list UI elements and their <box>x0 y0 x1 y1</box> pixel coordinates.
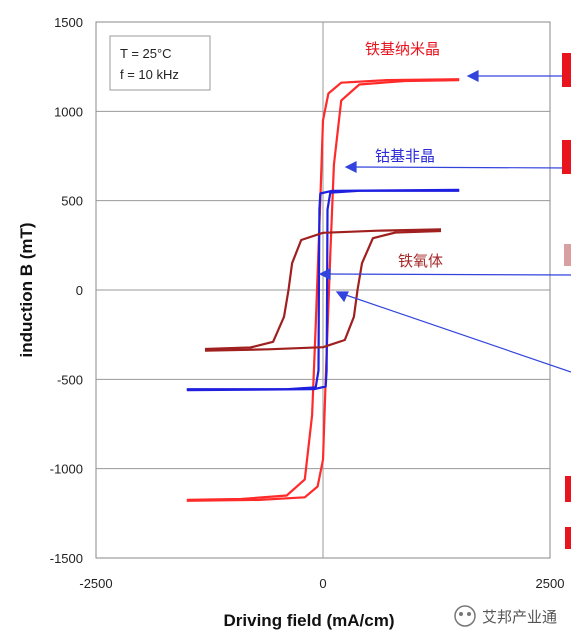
x-tick-labels: -2500 0 2500 <box>79 576 564 591</box>
y-tick-label: 1500 <box>54 15 83 30</box>
series-2-upper-branch <box>204 228 442 351</box>
arrow-line <box>351 166 571 169</box>
y-axis-title: induction B (mT) <box>17 222 36 357</box>
series-1-lower-branch <box>186 189 460 392</box>
arrow-line <box>342 293 571 373</box>
arrow-head <box>318 268 331 280</box>
series-group <box>186 78 460 502</box>
temperature-label: T = 25°C <box>120 46 172 61</box>
grid <box>96 22 550 558</box>
pointer-arrows <box>318 70 571 373</box>
y-tick-label: -1000 <box>50 462 83 477</box>
edge-mark <box>564 244 571 266</box>
edge-mark <box>565 527 571 549</box>
watermark-logo-dot <box>459 612 463 616</box>
x-axis-title: Driving field (mA/cm) <box>224 611 395 630</box>
y-tick-label: 500 <box>61 194 83 209</box>
y-tick-labels: 1500 1000 500 0 -500 -1000 -1500 <box>50 15 83 566</box>
x-tick-label: 0 <box>319 576 326 591</box>
edge-mark <box>565 476 571 502</box>
arrow-head <box>335 291 349 303</box>
label-ferrite: 铁氧体 <box>398 252 443 270</box>
y-tick-label: 0 <box>76 283 83 298</box>
series-2-lower-branch <box>204 229 442 352</box>
watermark-logo-dot <box>467 612 471 616</box>
frequency-label: f = 10 kHz <box>120 67 179 82</box>
edge-mark <box>562 53 571 87</box>
label-co-amorphous: 钴基非晶 <box>375 147 435 165</box>
y-tick-label: -1500 <box>50 551 83 566</box>
arrow-head <box>466 70 479 82</box>
watermark: 艾邦产业通 <box>454 605 557 627</box>
cropped-edge-marks <box>562 53 571 549</box>
label-fe-nanocrystalline: 铁基纳米晶 <box>365 40 440 58</box>
watermark-text: 艾邦产业通 <box>482 608 557 626</box>
x-tick-label: -2500 <box>79 576 112 591</box>
watermark-logo-icon <box>454 605 476 627</box>
y-tick-label: -500 <box>57 372 83 387</box>
arrow-line <box>325 273 571 276</box>
y-tick-label: 1000 <box>54 104 83 119</box>
arrow-head <box>344 161 357 173</box>
x-tick-label: 2500 <box>536 576 565 591</box>
edge-mark <box>562 140 571 174</box>
conditions-box <box>109 35 211 91</box>
